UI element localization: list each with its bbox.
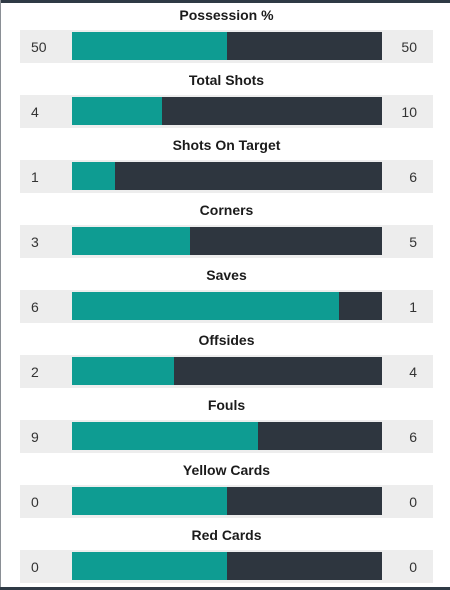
stat-row: 0 0 xyxy=(20,485,433,518)
stat-shots-on-target: Shots On Target 1 6 xyxy=(20,133,433,193)
stat-possession: Possession % 50 50 xyxy=(20,3,433,63)
home-bar-fill xyxy=(72,227,190,255)
home-value: 0 xyxy=(31,559,39,575)
home-value: 0 xyxy=(31,494,39,510)
away-value: 50 xyxy=(401,39,417,55)
comparison-bar xyxy=(72,227,382,255)
home-value: 4 xyxy=(31,104,39,120)
stat-title: Offsides xyxy=(198,332,255,348)
stat-row: 6 1 xyxy=(20,290,433,323)
bottom-border xyxy=(0,587,450,590)
home-bar-fill xyxy=(72,162,116,190)
home-bar-fill xyxy=(72,97,162,125)
home-bar-fill xyxy=(72,357,175,385)
home-bar-fill xyxy=(72,292,339,320)
stat-row: 1 6 xyxy=(20,160,433,193)
stat-row: 4 10 xyxy=(20,95,433,128)
away-value: 4 xyxy=(409,364,417,380)
comparison-bar xyxy=(72,552,382,580)
stat-fouls: Fouls 9 6 xyxy=(20,393,433,453)
home-value: 50 xyxy=(31,39,47,55)
away-value: 6 xyxy=(409,169,417,185)
away-value: 1 xyxy=(409,299,417,315)
stat-total-shots: Total Shots 4 10 xyxy=(20,68,433,128)
comparison-bar xyxy=(72,162,382,190)
away-value: 0 xyxy=(409,559,417,575)
away-value: 0 xyxy=(409,494,417,510)
stat-yellow-cards: Yellow Cards 0 0 xyxy=(20,458,433,518)
stat-row: 0 0 xyxy=(20,550,433,583)
stat-row: 3 5 xyxy=(20,225,433,258)
stat-row: 9 6 xyxy=(20,420,433,453)
stat-saves: Saves 6 1 xyxy=(20,263,433,323)
stat-title: Red Cards xyxy=(191,527,262,543)
away-value: 10 xyxy=(401,104,417,120)
stat-title: Saves xyxy=(206,267,247,283)
home-value: 6 xyxy=(31,299,39,315)
stat-title: Total Shots xyxy=(188,72,265,88)
comparison-bar xyxy=(72,292,382,320)
stat-title: Yellow Cards xyxy=(182,462,271,478)
stat-offsides: Offsides 2 4 xyxy=(20,328,433,388)
stat-title: Fouls xyxy=(207,397,246,413)
home-bar-fill xyxy=(72,32,227,60)
stat-title: Shots On Target xyxy=(172,137,281,153)
stat-title: Possession % xyxy=(179,7,274,23)
home-value: 1 xyxy=(31,169,39,185)
comparison-bar xyxy=(72,487,382,515)
comparison-bar xyxy=(72,97,382,125)
stat-title: Corners xyxy=(199,202,254,218)
stat-row: 50 50 xyxy=(20,30,433,63)
comparison-bar xyxy=(72,357,382,385)
home-bar-fill xyxy=(72,552,227,580)
comparison-bar xyxy=(72,422,382,450)
home-value: 2 xyxy=(31,364,39,380)
home-value: 3 xyxy=(31,234,39,250)
top-border xyxy=(0,0,450,3)
home-value: 9 xyxy=(31,429,39,445)
left-border xyxy=(0,0,1,590)
stat-red-cards: Red Cards 0 0 xyxy=(20,523,433,583)
away-value: 5 xyxy=(409,234,417,250)
away-value: 6 xyxy=(409,429,417,445)
home-bar-fill xyxy=(72,422,258,450)
home-bar-fill xyxy=(72,487,227,515)
comparison-bar xyxy=(72,32,382,60)
stat-corners: Corners 3 5 xyxy=(20,198,433,258)
stat-row: 2 4 xyxy=(20,355,433,388)
